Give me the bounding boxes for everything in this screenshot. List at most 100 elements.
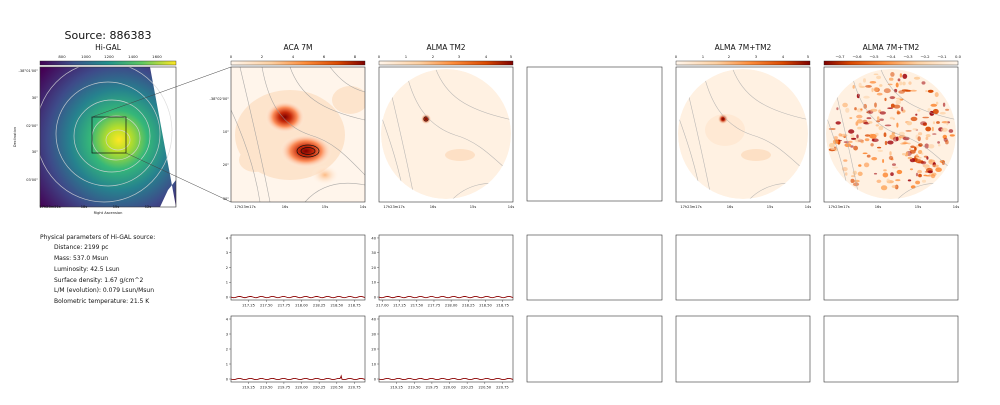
alma7mtm2-neg-colorbar	[823, 60, 959, 66]
noise-speckle	[927, 170, 933, 174]
noise-speckle	[879, 111, 886, 115]
empty-spectrum-r2-c5	[675, 315, 811, 383]
empty-spectrum-r1-c5	[675, 234, 811, 301]
neg-xtick-3: 14s	[953, 205, 960, 209]
spectrum-0-ytick-1: 1	[226, 281, 228, 285]
almatm2-xtick-1: 16s	[430, 205, 437, 209]
alma7mtm2-neg-image	[826, 69, 956, 199]
spectrum-3-xtick-3: 220.00	[443, 386, 456, 390]
noise-speckle	[899, 73, 903, 78]
spectrum-line-0	[230, 295, 366, 299]
spectrum-3-ytick-0: 0	[374, 377, 377, 381]
noise-speckle	[883, 169, 887, 172]
noise-speckle	[915, 180, 921, 185]
spectrum-1-ytick-1: 10	[371, 281, 376, 285]
spectrum-plot-1: 0 10 20 30 40 217.00 217.25 217.50 217.75 218.00 2…	[371, 234, 514, 308]
noise-speckle	[937, 141, 940, 144]
noise-speckle	[896, 111, 901, 115]
noise-speckle	[910, 89, 917, 92]
noise-speckle	[918, 132, 923, 136]
higal-cbar-tick-0: 800	[58, 54, 66, 59]
noise-speckle	[875, 124, 879, 127]
aca7m-ytick-3: 30"	[223, 197, 230, 201]
noise-speckle	[892, 166, 899, 169]
alma7mtm2-neg-panel: ALMA 7M+TM2 −0.7 −0.6 −0.5 −0.4 −0.3 −0.…	[823, 43, 962, 209]
higal-title: Hi-GAL	[95, 43, 122, 52]
higal-panel: Hi-GAL 800 1000 1200 1400 1600 -38°01'00…	[13, 43, 177, 215]
spectrum-0-ytick-4: 4	[226, 236, 229, 240]
noise-speckle	[925, 134, 931, 138]
noise-speckle	[848, 140, 853, 143]
neg-cbar-tick-0: −0.7	[835, 54, 845, 59]
noise-speckle	[948, 129, 954, 133]
noise-speckle	[859, 85, 866, 88]
noise-speckle	[884, 97, 887, 102]
noise-speckle	[848, 129, 855, 134]
noise-speckle	[921, 81, 926, 85]
aca7m-ytick-0: -38°02'00"	[210, 97, 230, 101]
noise-speckle	[894, 88, 898, 93]
higal-colorbar	[39, 60, 177, 66]
noise-speckle	[923, 174, 928, 177]
noise-speckle	[873, 73, 879, 76]
higal-image	[40, 67, 176, 207]
spectrum-2-xtick-5: 220.50	[331, 386, 344, 390]
noise-speckle	[876, 75, 882, 80]
spectrum-3-xtick-1: 219.50	[408, 386, 421, 390]
noise-speckle	[935, 167, 942, 172]
noise-speckle	[850, 178, 855, 183]
noise-speckle	[876, 179, 882, 183]
spectrum-0-ytick-3: 3	[226, 251, 228, 255]
noise-speckle	[920, 161, 927, 165]
spectrum-1-xtick-2: 217.50	[411, 304, 424, 308]
spectrum-2-ytick-0: 0	[226, 377, 229, 381]
almatm2-xticks: 17h23m17s 16s 15s 14s	[383, 205, 514, 209]
spectrum-line-2	[230, 374, 366, 381]
spectrum-1-ytick-4: 40	[371, 236, 376, 240]
noise-speckle	[916, 156, 922, 159]
aca7m-colorbar	[230, 60, 366, 66]
neg-cbar-tick-7: 0.0	[955, 54, 962, 59]
alma7mtm2-colorbar-ticks: 0 1 2 3 4 5	[675, 54, 810, 59]
noise-speckle	[910, 116, 918, 122]
noise-speckle	[918, 173, 922, 178]
aca7m-ytick-1: 10"	[223, 130, 230, 134]
noise-speckle	[917, 109, 921, 112]
noise-speckle	[942, 102, 946, 107]
noise-speckle	[945, 140, 949, 145]
noise-speckle	[860, 108, 863, 111]
noise-speckle	[856, 93, 860, 99]
noise-speckle	[927, 89, 934, 93]
info-line-mass: Mass: 537.0 Msun	[54, 255, 108, 262]
alma7mtm2-xtick-1: 16s	[727, 205, 734, 209]
noise-speckle	[850, 134, 855, 139]
noise-speckle	[890, 72, 895, 77]
higal-xticks: 17h23m21s 18s 15s 12s	[39, 205, 151, 209]
higal-cbar-tick-2: 1200	[104, 54, 114, 59]
noise-speckle	[918, 150, 923, 154]
alma7mtm2-cbar-tick-2: 2	[728, 54, 731, 59]
almatm2-cbar-tick-4: 4	[485, 54, 488, 59]
spectrum-2-xtick-1: 219.50	[260, 386, 273, 390]
alma7mtm2-cbar-tick-1: 1	[702, 54, 705, 59]
noise-speckle	[889, 116, 894, 120]
noise-speckle	[909, 168, 914, 171]
spectrum-1-ytick-2: 20	[371, 266, 376, 270]
aca7m-xtick-2: 15s	[322, 205, 329, 209]
almatm2-cbar-tick-5: 5	[510, 54, 513, 59]
noise-speckle	[928, 144, 935, 149]
noise-speckle	[834, 139, 839, 144]
noise-speckle	[889, 96, 895, 100]
spectrum-2-xtick-0: 219.25	[242, 386, 255, 390]
noise-speckle	[905, 130, 912, 132]
neg-cbar-tick-2: −0.5	[869, 54, 879, 59]
source-title: Source: 886383	[65, 29, 152, 42]
aca7m-xtick-3: 14s	[360, 205, 367, 209]
almatm2-panel: ALMA TM2 0 1 2 3 4 5 1	[378, 43, 515, 209]
noise-speckle	[938, 144, 941, 147]
noise-speckle	[917, 136, 921, 142]
neg-cbar-tick-5: −0.2	[920, 54, 930, 59]
spectrum-3-ytick-2: 20	[371, 347, 376, 351]
noise-speckle	[920, 121, 927, 126]
